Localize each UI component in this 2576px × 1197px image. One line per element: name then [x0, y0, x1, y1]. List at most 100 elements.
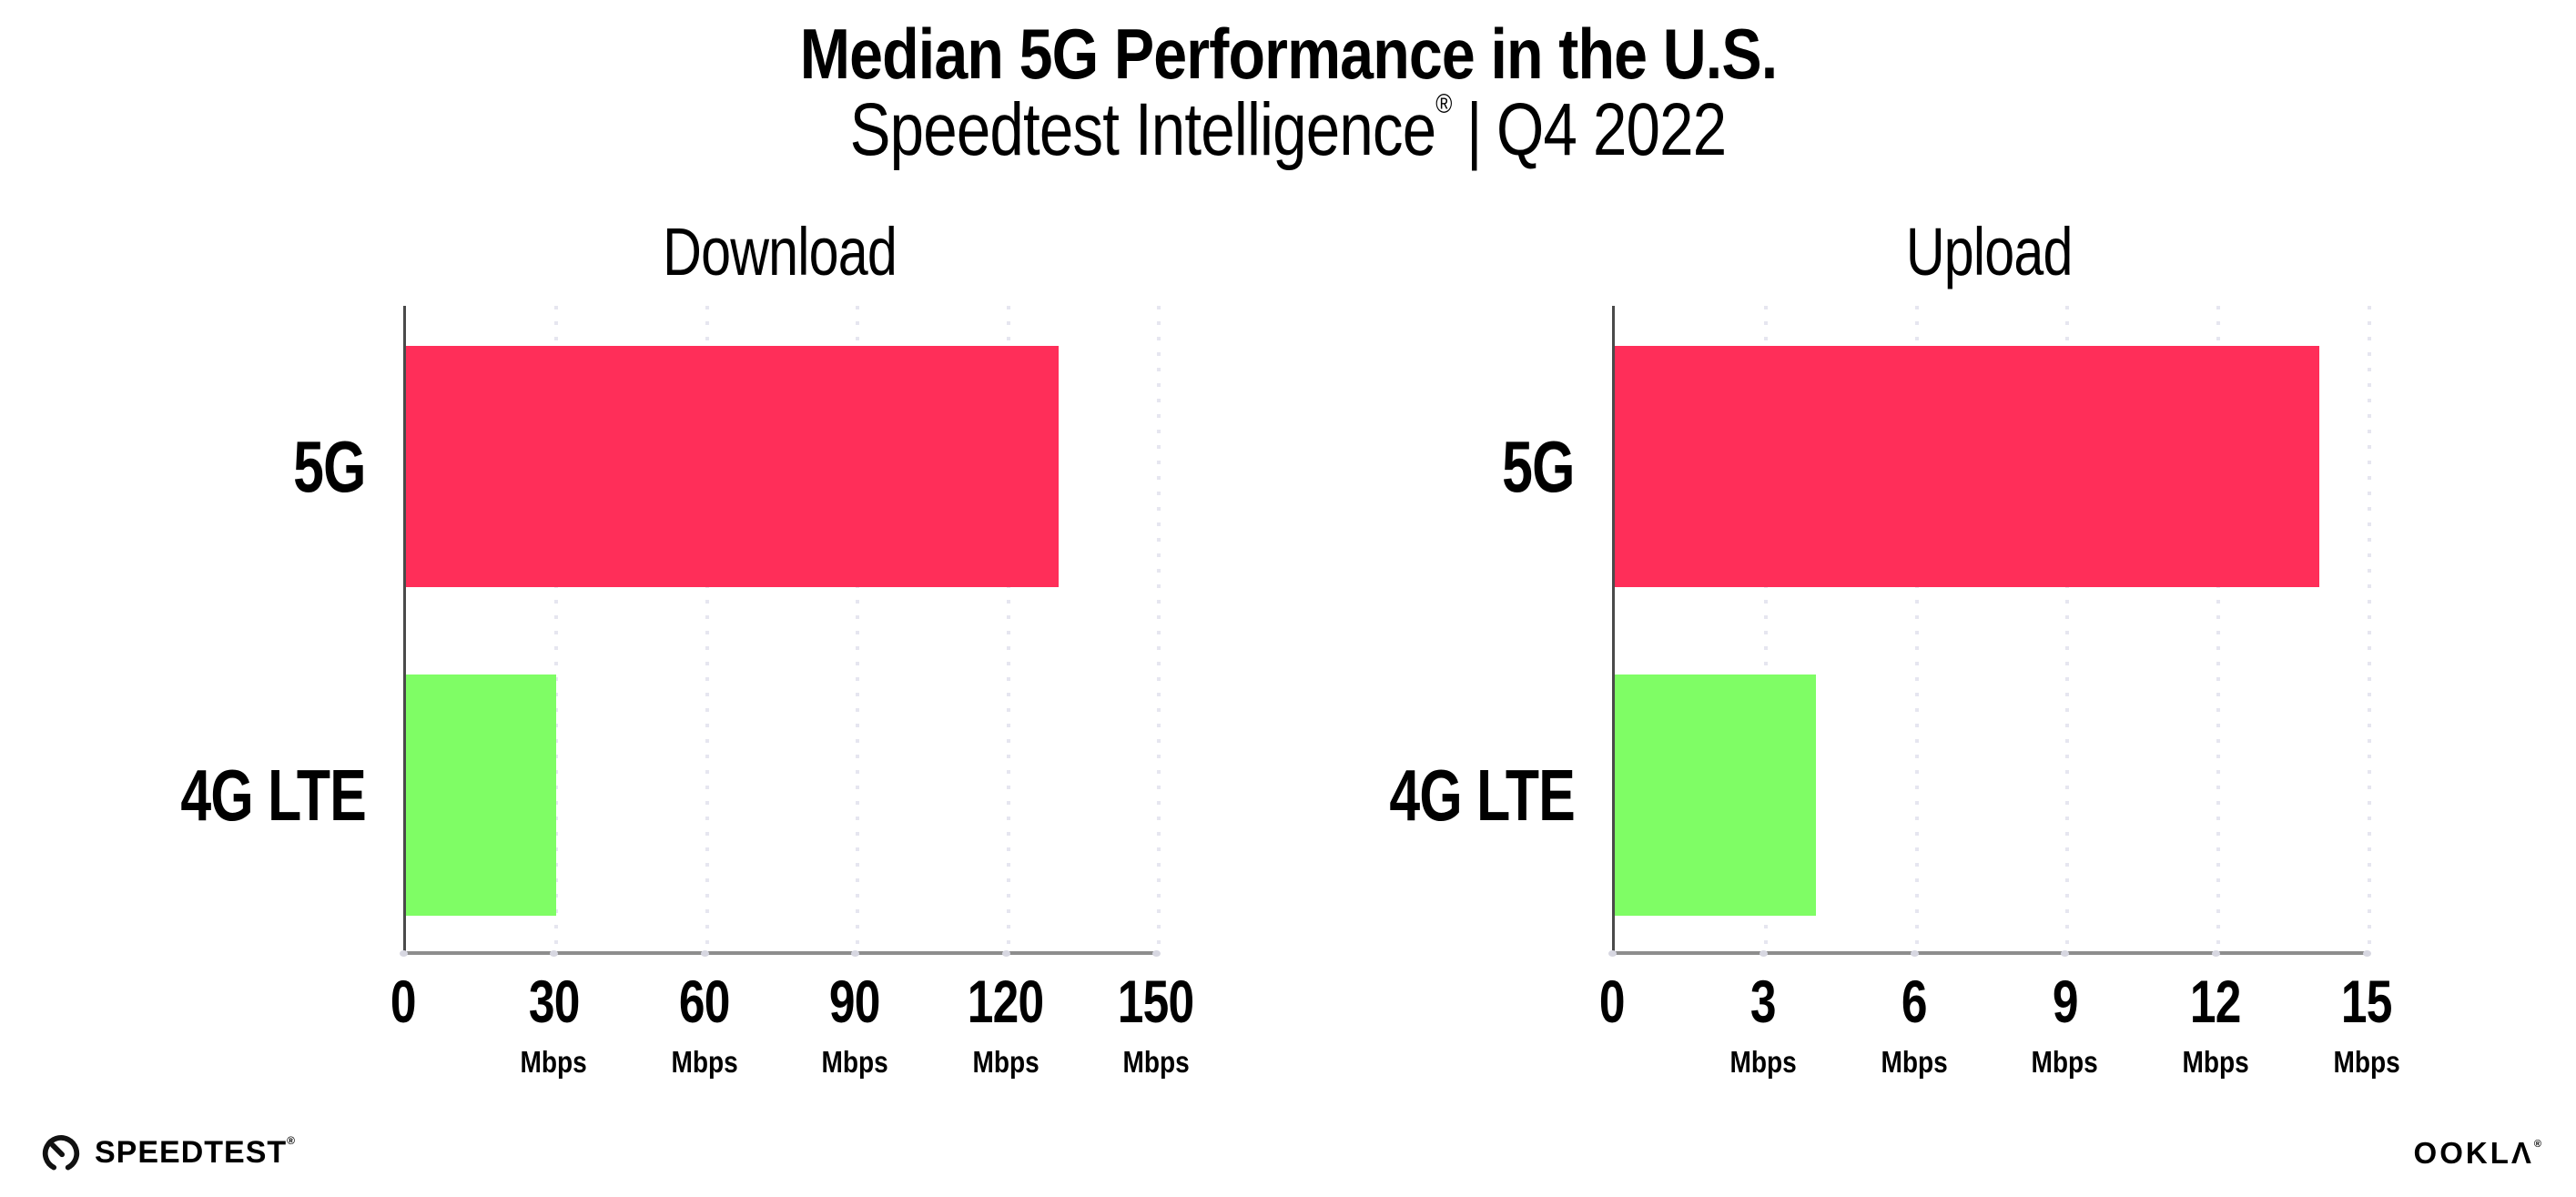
axis-tick-dot	[2212, 950, 2221, 957]
x-tick-unit-text: Mbps	[2333, 1045, 2400, 1079]
x-tick-value: 150	[1118, 968, 1194, 1035]
x-tick-value: 9	[2052, 968, 2078, 1035]
gridline-60-mbps	[705, 306, 709, 951]
category-label-text: 5G	[1502, 425, 1575, 507]
x-tick-label-120-download: 120	[897, 967, 1115, 1036]
speedtest-logo: SPEEDTEST®	[40, 1129, 296, 1176]
x-tick-value: 0	[1599, 968, 1626, 1035]
x-tick-value: 0	[390, 968, 417, 1035]
page-title-text: Median 5G Performance in the U.S.	[799, 14, 1777, 94]
axis-tick-dot	[2363, 950, 2371, 957]
gridline-30-mbps	[554, 306, 559, 951]
x-tick-value: 30	[528, 968, 580, 1035]
axis-tick-dot	[1001, 950, 1010, 957]
x-tick-unit-9-upload: Mbps	[1955, 1045, 2174, 1080]
bar-5g-download	[406, 346, 1059, 587]
x-tick-unit-text: Mbps	[821, 1045, 888, 1079]
x-tick-unit-3-upload: Mbps	[1654, 1045, 1872, 1080]
bar-4g-lte-download	[406, 675, 557, 916]
x-tick-unit-90-download: Mbps	[745, 1045, 964, 1080]
ookla-lambda-glyph: Λ	[2510, 1136, 2534, 1170]
x-tick-unit-12-upload: Mbps	[2106, 1045, 2325, 1080]
axis-tick-dot	[2061, 950, 2070, 957]
category-label-text: 5G	[293, 425, 366, 507]
x-tick-label-12-upload: 12	[2106, 967, 2325, 1036]
axis-tick-dot	[550, 950, 559, 957]
category-label-4g-lte-upload: 4G LTE	[1192, 750, 1576, 841]
x-tick-value: 6	[1901, 968, 1928, 1035]
gridline-150-mbps	[1157, 306, 1161, 951]
x-tick-value: 3	[1749, 968, 1777, 1035]
x-tick-unit-text: Mbps	[1880, 1045, 1948, 1079]
category-label-text: 4G LTE	[180, 754, 367, 836]
x-tick-unit-text: Mbps	[1729, 1045, 1797, 1079]
gridline-12-mbps	[2216, 306, 2221, 951]
x-tick-unit-text: Mbps	[671, 1045, 738, 1079]
speedtest-registered-mark: ®	[287, 1134, 297, 1147]
ookla-wordmark: OOKL	[2413, 1136, 2511, 1170]
axis-tick-dot	[400, 950, 408, 957]
axis-tick-dot	[1152, 950, 1161, 957]
x-tick-label-6-upload: 6	[1805, 967, 2023, 1036]
x-tick-unit-6-upload: Mbps	[1805, 1045, 2023, 1080]
ookla-registered-mark: ®	[2533, 1139, 2541, 1150]
gridline-6-mbps	[1914, 306, 1919, 951]
axis-tick-dot	[1608, 950, 1617, 957]
gridline-120-mbps	[1006, 306, 1010, 951]
axis-tick-dot	[1910, 950, 1919, 957]
axis-tick-dot	[700, 950, 709, 957]
x-tick-unit-text: Mbps	[1122, 1045, 1190, 1079]
chart-title-text-download: Download	[663, 214, 898, 289]
bar-4g-lte-upload	[1615, 675, 1817, 916]
category-label-5g-download: 5G	[0, 421, 366, 512]
x-tick-value: 120	[967, 968, 1044, 1035]
x-tick-value: 60	[678, 968, 730, 1035]
category-label-5g-upload: 5G	[1192, 421, 1575, 512]
x-tick-unit-text: Mbps	[2182, 1045, 2249, 1079]
speedtest-wordmark: SPEEDTEST®	[95, 1134, 297, 1170]
gridline-9-mbps	[2065, 306, 2070, 951]
chart-title-upload: Upload	[1612, 213, 2367, 295]
x-tick-label-150-download: 150	[1047, 967, 1265, 1036]
registered-mark: ®	[1435, 89, 1452, 119]
chart-title-text-upload: Upload	[1906, 214, 2074, 289]
speedtest-gauge-icon	[42, 1135, 80, 1172]
axis-tick-dot	[851, 950, 860, 957]
axis-tick-dot	[1759, 950, 1768, 957]
x-tick-label-30-download: 30	[444, 967, 663, 1036]
category-label-4g-lte-download: 4G LTE	[0, 750, 367, 841]
page-title: Median 5G Performance in the U.S.	[0, 13, 2576, 96]
x-tick-unit-120-download: Mbps	[897, 1045, 1115, 1080]
plot-area-upload	[1612, 306, 2371, 955]
x-tick-unit-text: Mbps	[971, 1045, 1040, 1079]
x-tick-unit-15-upload: Mbps	[2257, 1045, 2476, 1080]
plot-area-download	[403, 306, 1161, 955]
gridline-3-mbps	[1763, 306, 1768, 951]
x-tick-unit-text: Mbps	[520, 1045, 588, 1079]
subtitle-brand: Speedtest Intelligence	[849, 88, 1436, 171]
x-tick-unit-150-download: Mbps	[1047, 1045, 1265, 1080]
gridline-15-mbps	[2368, 306, 2371, 951]
x-tick-label-90-download: 90	[745, 967, 964, 1036]
x-tick-unit-60-download: Mbps	[595, 1045, 814, 1080]
category-label-text: 4G LTE	[1389, 754, 1576, 836]
x-tick-value: 12	[2190, 968, 2242, 1035]
x-tick-label-9-upload: 9	[1955, 967, 2174, 1036]
chart-title-download: Download	[403, 213, 1156, 295]
x-tick-label-60-download: 60	[595, 967, 814, 1036]
x-tick-value: 90	[829, 968, 881, 1035]
x-tick-label-3-upload: 3	[1654, 967, 1872, 1036]
x-tick-label-15-upload: 15	[2257, 967, 2476, 1036]
x-tick-unit-text: Mbps	[2031, 1045, 2099, 1079]
subtitle: Speedtest Intelligence® | Q4 2022	[0, 87, 2576, 173]
x-tick-label-0-upload: 0	[1503, 967, 1721, 1036]
x-tick-value: 15	[2341, 968, 2392, 1035]
x-tick-label-0-download: 0	[294, 967, 512, 1036]
subtitle-separator: |	[1466, 88, 1482, 171]
ookla-logo: OOKLΛ®	[2414, 1136, 2541, 1171]
bar-5g-upload	[1615, 346, 2319, 587]
subtitle-period: Q4 2022	[1496, 88, 1727, 171]
gauge-needle	[49, 1142, 66, 1158]
x-tick-unit-30-download: Mbps	[444, 1045, 663, 1080]
